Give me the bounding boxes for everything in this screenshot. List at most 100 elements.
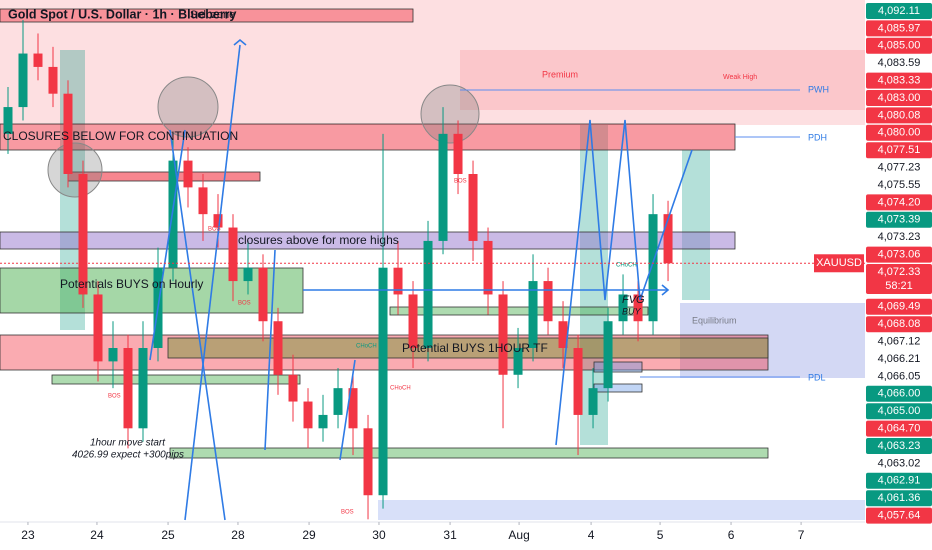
- premium-zone: [0, 0, 865, 125]
- candle-body: [528, 281, 538, 348]
- annotation: closures above for more highs: [238, 233, 399, 247]
- thin-zone: [389, 306, 649, 316]
- price-label-bg: [866, 159, 932, 176]
- candle-body: [63, 93, 73, 174]
- price-label-bg: [866, 177, 932, 193]
- price-label: 4,085.00: [878, 40, 921, 52]
- candle-body: [558, 321, 568, 348]
- price-label-bg: [866, 229, 932, 246]
- candle-body: [33, 53, 43, 67]
- annotation: FVG: [622, 294, 645, 306]
- thin-zone: [169, 447, 769, 459]
- price-label-bg: [866, 107, 932, 124]
- symbol-tag: [814, 254, 864, 273]
- annotation: BOS: [208, 227, 221, 233]
- price-label: 4,057.64: [878, 510, 921, 522]
- price-label: 4,073.39: [878, 214, 921, 226]
- annotation: CHoCH: [616, 263, 637, 269]
- chart-title: Gold Spot / U.S. Dollar · 1h · Blueberry: [8, 7, 237, 21]
- candle-body: [93, 294, 103, 362]
- x-tick-label: 4: [588, 528, 595, 542]
- arrow: [661, 284, 670, 296]
- x-tick-label: 25: [161, 528, 175, 542]
- arrow: [555, 119, 693, 446]
- x-tick-label: 23: [21, 528, 35, 542]
- annotation: PDH: [808, 132, 827, 142]
- annotation: BOS: [108, 394, 121, 400]
- price-label-bg: [866, 194, 932, 211]
- price-label: 4,085.97: [878, 22, 921, 34]
- price-label-bg: [866, 55, 932, 72]
- candle-body: [468, 174, 478, 241]
- x-tick-label: 29: [302, 528, 316, 542]
- annotation: BOS: [454, 179, 467, 185]
- annotation: PDL: [808, 372, 826, 382]
- highlight-circle: [47, 142, 103, 198]
- candle-body: [483, 240, 493, 295]
- premium-inner: [460, 50, 865, 110]
- candle-body: [573, 348, 583, 415]
- countdown-label: 58:21: [885, 280, 913, 292]
- candle-body: [648, 214, 658, 322]
- price-label-bg: [866, 351, 932, 367]
- candle-body: [183, 160, 193, 188]
- price-label-bg: [866, 472, 932, 489]
- x-tick-label: 24: [90, 528, 104, 542]
- arrow: [149, 129, 186, 361]
- price-label-bg: [866, 507, 932, 524]
- annotation: 4026.99 expect +300pips: [72, 450, 184, 461]
- candle-body: [408, 294, 418, 348]
- highlight-circle: [420, 84, 480, 144]
- candle-body: [18, 53, 28, 108]
- price-label: 4,080.00: [878, 127, 921, 139]
- price-label: 4,083.59: [878, 57, 921, 69]
- candle-body: [603, 321, 613, 389]
- resistance-zone: [0, 123, 736, 151]
- annotation: CHoCH: [390, 386, 411, 392]
- candle-body: [288, 374, 298, 402]
- arrow: [169, 129, 226, 521]
- x-tick-label: 30: [372, 528, 386, 542]
- candle-body: [213, 214, 223, 228]
- price-label-bg: [866, 90, 932, 106]
- candle-body: [243, 267, 253, 282]
- buy-zone-1h: [167, 337, 769, 359]
- current-price-bg: [866, 264, 932, 294]
- annotation: BOS: [341, 510, 354, 516]
- annotation: CLOSURES BELOW FOR CONTINUATION: [3, 129, 238, 143]
- price-label: 4,080.08: [878, 109, 921, 121]
- price-label-bg: [866, 298, 932, 315]
- candle-body: [198, 187, 208, 215]
- price-label: 4,063.02: [878, 457, 921, 469]
- annotation: PWH: [808, 84, 829, 94]
- price-label: 4,075.55: [878, 179, 921, 191]
- annotation: Equilibrium: [692, 315, 737, 325]
- price-label-bg: [866, 124, 932, 141]
- candle-body: [363, 428, 373, 496]
- price-label-bg: [866, 490, 932, 507]
- price-label-bg: [866, 403, 932, 420]
- annotation: Potential BUYS 1HOUR TF: [402, 341, 548, 355]
- price-label: 4,067.12: [878, 336, 921, 348]
- discount-zone: [378, 500, 865, 520]
- candle-body: [333, 388, 343, 415]
- candle-body: [168, 160, 178, 268]
- candle-body: [423, 240, 433, 348]
- candle-body: [393, 267, 403, 295]
- price-label-bg: [866, 72, 932, 89]
- price-label-bg: [866, 438, 932, 454]
- candle-body: [138, 348, 148, 429]
- candle-body: [228, 227, 238, 282]
- price-label: 4,062.91: [878, 475, 921, 487]
- current-price-label: 4,072.33: [878, 266, 921, 278]
- price-label: 4,061.36: [878, 492, 921, 504]
- price-label: 4,073.23: [878, 231, 921, 243]
- price-label-bg: [866, 316, 932, 333]
- candle-body: [543, 281, 553, 322]
- price-label-bg: [866, 455, 932, 472]
- candle-body: [273, 321, 283, 375]
- price-label: 4,074.20: [878, 196, 921, 208]
- arrow: [233, 38, 247, 46]
- price-label-bg: [866, 3, 932, 19]
